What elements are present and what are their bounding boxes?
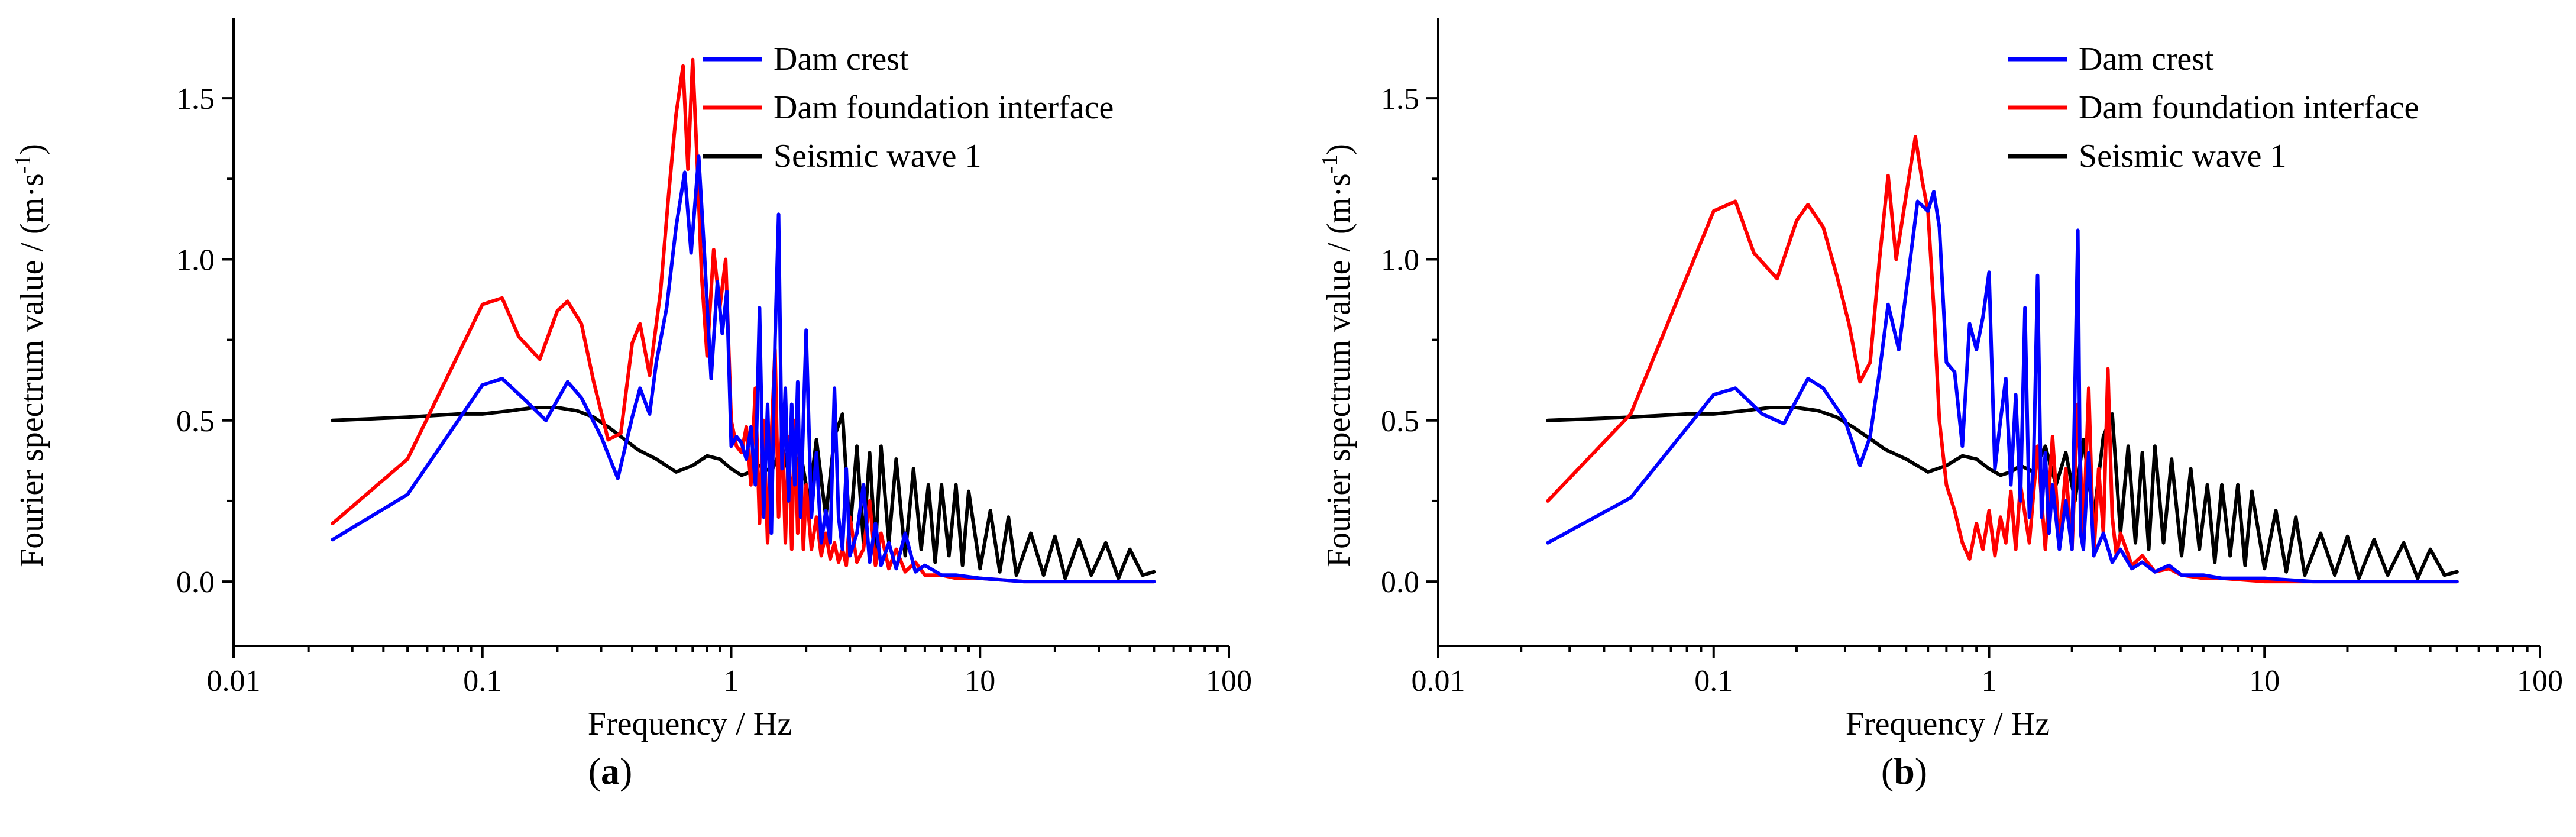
x-tick-label: 0.01 (1412, 664, 1465, 698)
x-axis-title: Frequency / Hz (1846, 706, 2050, 742)
legend-label: Dam crest (774, 41, 909, 77)
y-axis-title-suffix: ) (14, 144, 50, 155)
y-tick-label: 1.5 (1381, 82, 1419, 116)
legend-label: Seismic wave 1 (2079, 138, 2286, 174)
x-tick-label: 100 (2517, 664, 2563, 698)
chart-panel-b: 0.0 0.5 1.0 1.5 0.01 0.1 1 10 100 Frequency / Hz F… (1318, 18, 2563, 792)
x-tick-label: 0.1 (1694, 664, 1733, 698)
y-axis-title-superscript: -1 (1318, 155, 1342, 174)
series-line-dam-foundation-interface (1546, 135, 2459, 584)
x-tick-label: 0.1 (463, 664, 501, 698)
x-tick-label: 1 (1982, 664, 1997, 698)
y-tick-label: 0.5 (1381, 405, 1419, 438)
x-axis-title: Frequency / Hz (588, 706, 792, 742)
y-axis-title-suffix: ) (1321, 144, 1357, 155)
y-axis-title-main: Fourier spectrum value / (m·s (1321, 173, 1357, 567)
series-line-seismic-wave-1 (331, 406, 1156, 580)
series-line-dam-crest (1546, 190, 2459, 584)
panel-label: (b) (1881, 750, 1927, 792)
y-tick-label: 1.5 (176, 82, 215, 116)
y-tick-label: 0.0 (1381, 565, 1419, 599)
x-tick-label: 0.01 (207, 664, 261, 698)
y-tick-label: 0.5 (176, 405, 215, 438)
y-tick-label: 1.0 (1381, 243, 1419, 277)
chart-panel-a: 0.0 0.5 1.0 1.5 0.01 0.1 1 10 100 Frequency / Hz F… (11, 18, 1252, 792)
panel-label: (a) (588, 750, 633, 792)
y-axis-title: Fourier spectrum value / (m·s-1) (1318, 144, 1357, 567)
y-tick-label: 1.0 (176, 243, 215, 277)
legend-label: Dam foundation interface (774, 89, 1114, 126)
legend-label: Dam foundation interface (2079, 89, 2419, 126)
y-axis-title: Fourier spectrum value / (m·s-1) (11, 144, 50, 567)
series-line-dam-crest (331, 154, 1156, 584)
y-axis-title-main: Fourier spectrum value / (m·s (14, 173, 50, 567)
series-line-dam-foundation-interface (331, 57, 1156, 584)
x-tick-label: 100 (1206, 664, 1252, 698)
x-tick-label: 1 (724, 664, 739, 698)
series-line-seismic-wave-1 (1546, 406, 2459, 580)
legend-label: Seismic wave 1 (774, 138, 981, 174)
y-tick-label: 0.0 (176, 565, 215, 599)
y-axis-title-superscript: -1 (11, 155, 35, 174)
x-tick-label: 10 (2249, 664, 2280, 698)
x-tick-label: 10 (965, 664, 995, 698)
legend-label: Dam crest (2079, 41, 2214, 77)
